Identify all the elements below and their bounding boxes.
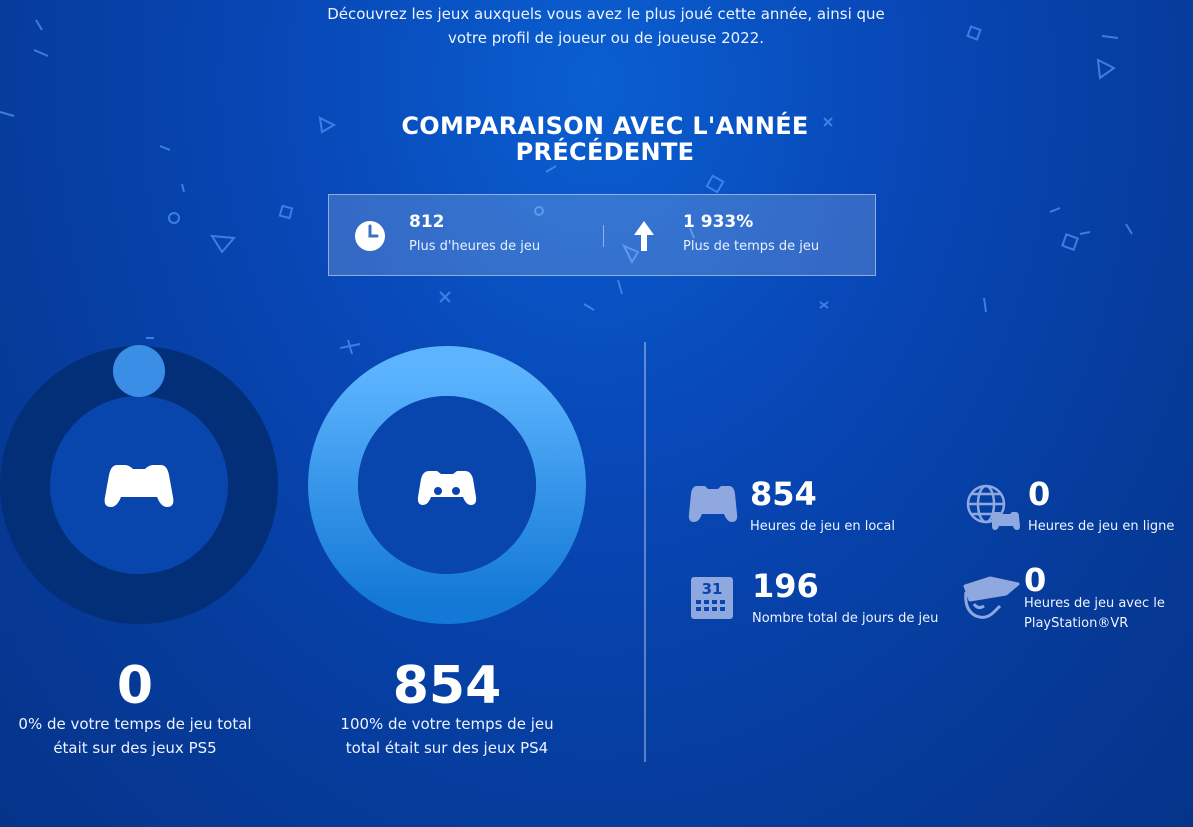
ps5-caption-line-1: 0% de votre temps de jeu total (18, 715, 252, 733)
comparison-box: 812 Plus d'heures de jeu 1 933% Plus de … (328, 194, 876, 276)
ps5-caption-line-2: était sur des jeux PS5 (53, 739, 217, 757)
stat-online-hours: 0 Heures de jeu en ligne (966, 475, 1186, 534)
comparison-title-line-1: COMPARAISON AVEC L'ANNÉE (401, 112, 809, 140)
calendar-icon-text: 31 (702, 580, 723, 598)
stat-local-hours: 854 Heures de jeu en local (688, 475, 928, 534)
comparison-hours-value: 812 (409, 212, 445, 232)
ps4-donut-chart (308, 346, 586, 624)
ps5-caption: 0% de votre temps de jeu total était sur… (0, 712, 270, 760)
comparison-title: COMPARAISON AVEC L'ANNÉE PRÉCÉDENTE (380, 113, 830, 165)
dualsense-controller-icon (104, 465, 174, 507)
clock-icon (355, 221, 385, 251)
ps4-donut-ring (308, 346, 586, 624)
globe-controller-icon (966, 484, 1020, 530)
comparison-hours-label: Plus d'heures de jeu (409, 239, 541, 254)
ps5-donut-progress-knob (113, 345, 165, 397)
vertical-divider (644, 342, 646, 762)
comparison-item-hours: 812 Plus d'heures de jeu (329, 195, 603, 275)
calendar-icon: 31 (691, 577, 733, 619)
stat-online-hours-value: 0 (1028, 475, 1051, 513)
stat-local-hours-label: Heures de jeu en local (750, 519, 895, 534)
vr-headset-icon (963, 576, 1020, 619)
stat-vr-hours: 0 Heures de jeu avec le PlayStation®VR (962, 561, 1187, 640)
ps4-caption: 100% de votre temps de jeu total était s… (312, 712, 582, 760)
intro-line-1: Découvrez les jeux auxquels vous avez le… (327, 5, 885, 23)
stat-vr-hours-value: 0 (1024, 561, 1047, 599)
ps4-caption-line-2: total était sur des jeux PS4 (345, 739, 549, 757)
ps4-caption-line-1: 100% de votre temps de jeu (340, 715, 554, 733)
comparison-title-line-2: PRÉCÉDENTE (515, 138, 695, 166)
stat-total-days-label: Nombre total de jours de jeu (752, 611, 939, 626)
stat-total-days: 31 196 Nombre total de jours de jeu (690, 567, 940, 626)
intro-text: Découvrez les jeux auxquels vous avez le… (296, 2, 916, 50)
stat-online-hours-label: Heures de jeu en ligne (1028, 519, 1175, 534)
stat-vr-hours-label: Heures de jeu avec le PlayStation®VR (1024, 594, 1165, 634)
comparison-item-time: 1 933% Plus de temps de jeu (603, 195, 875, 275)
ps5-hours-value: 0 (116, 656, 154, 716)
controller-icon (688, 486, 738, 522)
comparison-divider (603, 225, 604, 247)
stat-local-hours-value: 854 (750, 475, 817, 513)
comparison-time-value: 1 933% (683, 212, 754, 232)
ps4-hours-value: 854 (392, 656, 502, 716)
dualshock-controller-icon (417, 471, 477, 505)
stat-total-days-value: 196 (752, 567, 819, 605)
intro-line-2: votre profil de joueur ou de joueuse 202… (447, 29, 765, 47)
arrow-up-icon (634, 221, 654, 251)
comparison-time-label: Plus de temps de jeu (683, 239, 820, 254)
stat-vr-hours-label-line-2: PlayStation®VR (1024, 616, 1129, 631)
ps5-donut-chart (0, 345, 278, 624)
stat-vr-hours-label-line-1: Heures de jeu avec le (1024, 596, 1165, 611)
